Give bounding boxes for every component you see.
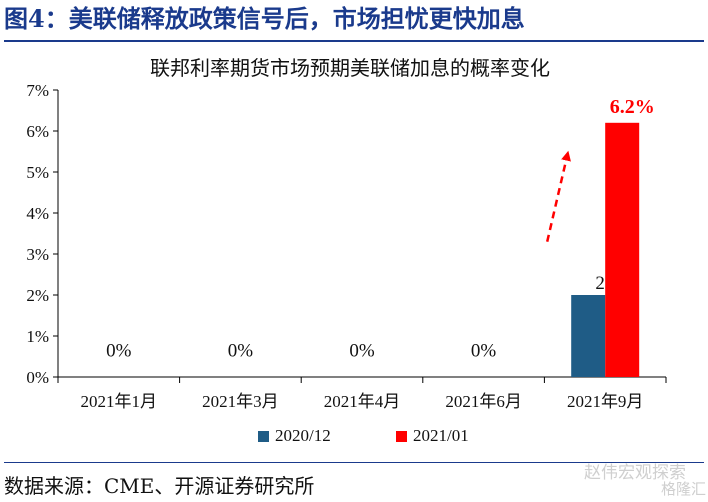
y-tick-label: 2% bbox=[26, 286, 49, 305]
legend-swatch bbox=[396, 431, 407, 442]
bar-2020/12-5 bbox=[571, 295, 606, 377]
legend-swatch bbox=[258, 431, 269, 442]
source-note: 数据来源：CME、开源证券研究所 bbox=[4, 474, 315, 498]
watermark: 赵伟宏观探索 bbox=[584, 463, 686, 483]
y-tick-label: 0% bbox=[26, 368, 49, 387]
title-rule bbox=[4, 40, 704, 42]
data-label-highlight: 6.2% bbox=[610, 96, 655, 118]
figure-title: 图4：美联储释放政策信号后，市场担忧更快加息 bbox=[4, 4, 525, 33]
x-tick-label: 2021年6月 bbox=[445, 392, 522, 411]
watermark-logo: 格隆汇 bbox=[660, 480, 706, 498]
y-tick-label: 3% bbox=[26, 245, 49, 264]
x-tick-label: 2021年9月 bbox=[567, 392, 644, 411]
x-tick-label: 2021年1月 bbox=[81, 392, 158, 411]
chart-title: 联邦利率期货市场预期美联储加息的概率变化 bbox=[150, 57, 550, 80]
y-tick-label: 5% bbox=[26, 163, 49, 182]
y-tick-label: 6% bbox=[26, 122, 49, 141]
data-label: 0% bbox=[471, 341, 497, 362]
y-tick-label: 7% bbox=[26, 81, 49, 100]
y-tick-label: 4% bbox=[26, 204, 49, 223]
bar-2021/01-5 bbox=[605, 122, 640, 377]
x-tick-label: 2021年3月 bbox=[202, 392, 279, 411]
legend-label: 2020/12 bbox=[275, 426, 331, 445]
legend-label: 2021/01 bbox=[413, 426, 469, 445]
data-label: 0% bbox=[349, 341, 375, 362]
plot-area: 0% 1% 2% 3% 4% 5% 6% 7% 2021年1月 2021年3月 2021年4月 202… bbox=[26, 81, 667, 445]
data-label: 0% bbox=[106, 341, 132, 362]
source-rule bbox=[4, 462, 704, 463]
trend-arrow bbox=[545, 150, 571, 242]
x-tick-label: 2021年4月 bbox=[324, 392, 401, 411]
bar-chart: 联邦利率期货市场预期美联储加息的概率变化 0% 1% 2% 3% 4% 5% 6% 7% 202… bbox=[26, 57, 667, 445]
data-label: 0% bbox=[228, 341, 254, 362]
y-tick-label: 1% bbox=[26, 327, 49, 346]
